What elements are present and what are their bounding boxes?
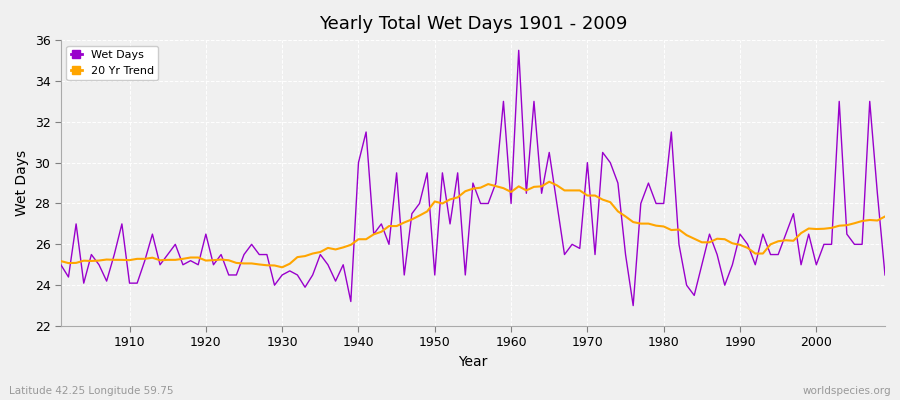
Text: worldspecies.org: worldspecies.org [803, 386, 891, 396]
Text: Latitude 42.25 Longitude 59.75: Latitude 42.25 Longitude 59.75 [9, 386, 174, 396]
Y-axis label: Wet Days: Wet Days [15, 150, 29, 216]
Title: Yearly Total Wet Days 1901 - 2009: Yearly Total Wet Days 1901 - 2009 [319, 15, 627, 33]
Legend: Wet Days, 20 Yr Trend: Wet Days, 20 Yr Trend [67, 46, 158, 80]
X-axis label: Year: Year [458, 355, 488, 369]
